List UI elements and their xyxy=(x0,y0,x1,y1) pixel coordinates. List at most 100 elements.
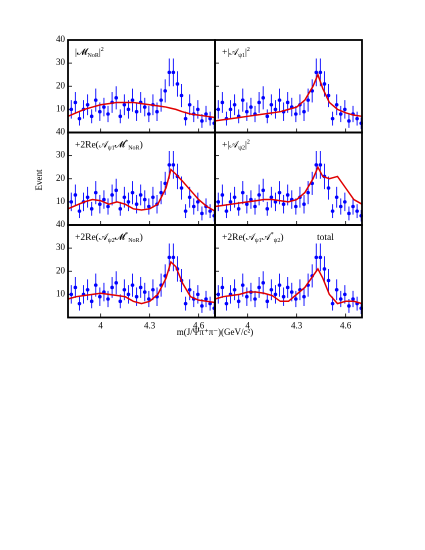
data-point xyxy=(314,70,319,75)
x-tick-label: 4.3 xyxy=(291,321,303,331)
panel-label: |𝓜NoR|2 xyxy=(75,47,104,59)
data-point xyxy=(167,163,172,167)
data-point xyxy=(249,197,253,202)
data-point xyxy=(126,292,131,297)
fit-curve xyxy=(214,267,363,305)
data-point xyxy=(220,285,225,290)
data-point xyxy=(269,287,274,292)
data-point xyxy=(130,283,135,287)
label-part: | xyxy=(245,48,247,58)
y-tick-label: 30 xyxy=(56,150,66,160)
label-part: ) xyxy=(140,232,143,243)
y-tick-label: 10 xyxy=(56,288,66,298)
data-point xyxy=(142,105,147,109)
data-point xyxy=(138,285,143,290)
data-point xyxy=(118,299,123,304)
x-tick-label: 4.3 xyxy=(144,321,156,331)
data-point xyxy=(347,119,351,123)
y-tick-label: 30 xyxy=(56,242,66,252)
data-point xyxy=(265,114,270,119)
label-part: 𝓜 xyxy=(115,232,128,243)
fit-curve xyxy=(67,260,216,305)
y-tick-label: 40 xyxy=(56,219,66,229)
panel-label: +2Re(𝒜ψ1𝒜*ψ2) xyxy=(222,232,284,244)
data-point xyxy=(167,70,172,75)
data-point xyxy=(338,297,343,301)
data-point xyxy=(281,202,286,206)
data-point xyxy=(196,107,200,112)
data-point xyxy=(232,287,237,292)
x-tick-label: 4 xyxy=(98,321,103,331)
data-point xyxy=(196,292,200,297)
data-point xyxy=(196,200,200,204)
label-part: ) xyxy=(140,140,143,151)
panel-label: +|𝒜ψ1|2 xyxy=(222,47,250,59)
data-point xyxy=(216,107,221,112)
label-part: NoR xyxy=(128,238,139,244)
panel: 10 20 30 40 |𝓜NoR|2 xyxy=(56,34,216,134)
data-point xyxy=(269,195,274,200)
label-part: +|𝒜 xyxy=(222,47,240,58)
panel-label: +2Re(𝒜ψ2𝓜*NoR) xyxy=(75,232,143,244)
data-point xyxy=(228,107,233,112)
data-point xyxy=(134,202,139,206)
data-point xyxy=(224,301,229,306)
data-point xyxy=(326,278,331,283)
data-point xyxy=(273,107,278,112)
label-part: ψ2 xyxy=(108,238,115,244)
data-point xyxy=(318,255,323,260)
data-point xyxy=(98,109,102,114)
data-point xyxy=(273,200,278,204)
data-point xyxy=(224,209,229,213)
data-point xyxy=(269,102,274,107)
label-part: +2Re(𝒜 xyxy=(75,232,110,243)
data-point xyxy=(77,209,82,213)
data-point xyxy=(326,186,331,190)
data-point xyxy=(294,297,298,301)
data-point xyxy=(302,202,306,206)
data-point xyxy=(130,190,135,195)
y-tick-label: 20 xyxy=(56,173,66,183)
data-point xyxy=(110,285,114,290)
data-point xyxy=(69,107,74,112)
data-point xyxy=(355,209,359,213)
label-part: 𝓜 xyxy=(115,140,128,151)
y-tick-label: 30 xyxy=(56,57,66,67)
panel: 4 4.3 4.6 +2Re(𝒜ψ1𝒜*ψ2) total xyxy=(214,224,363,331)
data-point xyxy=(249,105,253,109)
data-point xyxy=(302,109,306,114)
data-point xyxy=(114,96,118,100)
data-point xyxy=(257,100,261,105)
data-point xyxy=(330,209,335,213)
label-part: 2 xyxy=(247,47,250,53)
data-point xyxy=(326,93,331,98)
data-point xyxy=(240,283,245,287)
data-point xyxy=(208,209,212,213)
y-tick-label: 40 xyxy=(56,127,66,137)
data-point xyxy=(302,294,306,299)
data-point xyxy=(187,195,192,200)
data-point xyxy=(85,287,90,292)
label-part: ψ1 xyxy=(255,238,262,244)
data-point xyxy=(285,285,290,290)
data-point xyxy=(118,114,123,119)
data-point xyxy=(155,109,159,114)
data-point xyxy=(69,292,74,297)
data-point xyxy=(187,102,192,107)
fit-curve xyxy=(214,165,363,208)
data-point xyxy=(306,98,310,102)
fit-curve xyxy=(67,101,216,119)
data-point xyxy=(334,102,339,107)
data-point xyxy=(322,82,327,86)
data-point xyxy=(130,98,135,102)
data-point xyxy=(355,116,359,121)
data-point xyxy=(118,207,123,211)
label-part: 2 xyxy=(247,140,250,146)
data-point xyxy=(102,197,106,202)
data-point xyxy=(200,304,204,308)
data-point xyxy=(245,202,249,206)
data-point xyxy=(347,211,351,216)
data-point xyxy=(216,200,221,204)
label-part: ψ1 xyxy=(108,146,115,152)
data-point xyxy=(98,202,102,206)
